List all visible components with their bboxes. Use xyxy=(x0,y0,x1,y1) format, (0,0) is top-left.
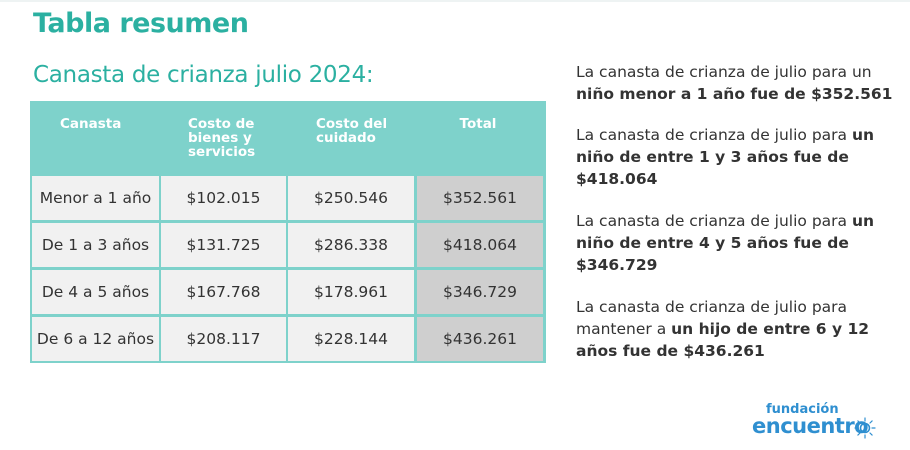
page-title: Tabla resumen xyxy=(33,8,249,39)
column-header-canasta: Canasta xyxy=(60,116,122,132)
top-divider xyxy=(0,0,910,2)
page-subtitle: Canasta de crianza julio 2024: xyxy=(33,62,374,88)
summary-note-3: La canasta de crianza de julio para un n… xyxy=(576,210,896,276)
table-cell-bienes: $131.725 xyxy=(161,223,286,267)
note-highlight: un niño de entre 1 y 3 años fue de $418.… xyxy=(576,126,875,188)
column-header-bienes: Costo de bienes y servicios xyxy=(188,116,256,160)
table-cell-canasta: De 4 a 5 años xyxy=(32,270,159,314)
note-text: La canasta de crianza de julio para xyxy=(576,212,852,230)
logo-text-bottom: encuentro xyxy=(752,414,869,438)
note-highlight: niño menor a 1 año fue de $352.561 xyxy=(576,85,893,103)
table-cell-bienes: $102.015 xyxy=(161,176,286,220)
note-text: La canasta de crianza de julio para mant… xyxy=(576,298,848,338)
summary-note-4: La canasta de crianza de julio para mant… xyxy=(576,296,896,362)
table-cell-cuidado: $228.144 xyxy=(288,317,414,361)
logo-text-top: fundación xyxy=(766,402,839,417)
table-cell-total: $352.561 xyxy=(417,176,543,220)
fundacion-encuentro-logo: fundación encuentro xyxy=(752,402,882,442)
table-cell-cuidado: $250.546 xyxy=(288,176,414,220)
table-cell-total: $418.064 xyxy=(417,223,543,267)
table-cell-bienes: $167.768 xyxy=(161,270,286,314)
column-header-cuidado: Costo del cuidado xyxy=(316,116,388,146)
table-cell-canasta: De 1 a 3 años xyxy=(32,223,159,267)
summary-note-1: La canasta de crianza de julio para un n… xyxy=(576,61,896,105)
table-cell-bienes: $208.117 xyxy=(161,317,286,361)
note-highlight: un niño de entre 4 y 5 años fue de $346.… xyxy=(576,212,875,274)
table-cell-total: $346.729 xyxy=(417,270,543,314)
column-header-total: Total xyxy=(459,116,497,132)
summary-table: Canasta Costo de bienes y servicios Cost… xyxy=(30,101,546,363)
table-cell-canasta: De 6 a 12 años xyxy=(32,317,159,361)
note-text: La canasta de crianza de julio para xyxy=(576,126,852,144)
sun-icon xyxy=(854,417,876,439)
table-cell-cuidado: $286.338 xyxy=(288,223,414,267)
note-text: La canasta de crianza de julio para un xyxy=(576,63,872,81)
summary-note-2: La canasta de crianza de julio para un n… xyxy=(576,124,896,190)
table-cell-cuidado: $178.961 xyxy=(288,270,414,314)
table-cell-canasta: Menor a 1 año xyxy=(32,176,159,220)
note-highlight: un hijo de entre 6 y 12 años fue de $436… xyxy=(576,320,870,360)
table-cell-total: $436.261 xyxy=(417,317,543,361)
